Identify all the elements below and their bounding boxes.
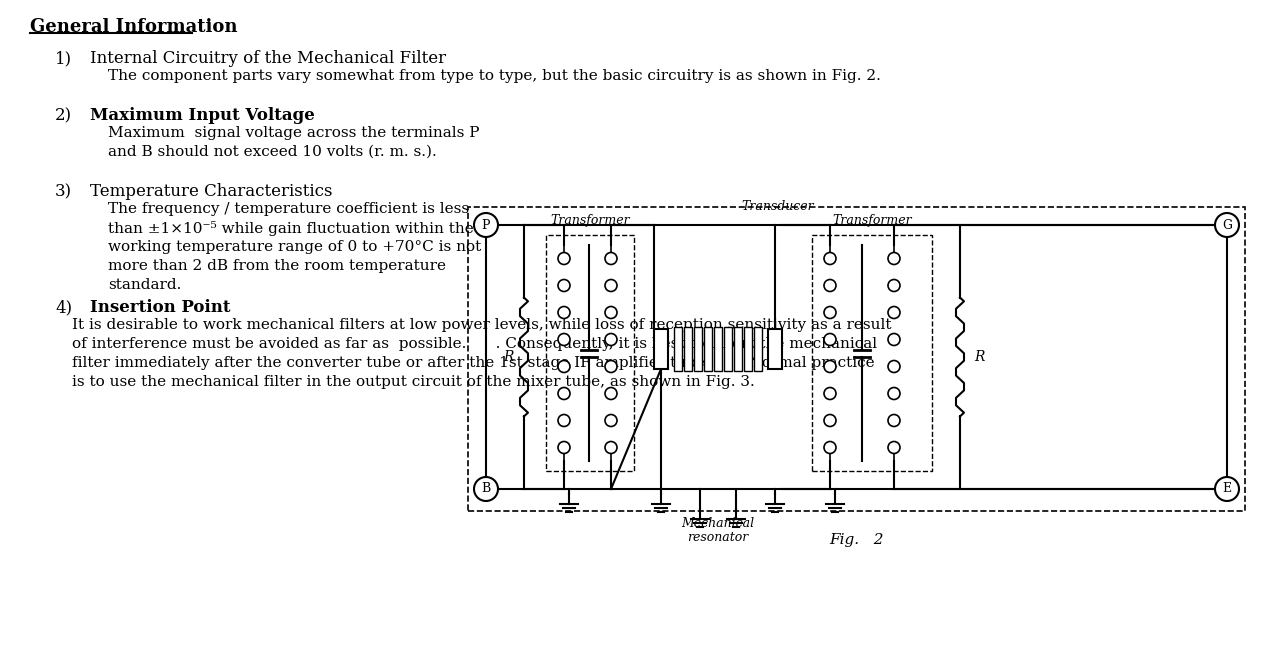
Bar — [724, 327, 732, 371]
Circle shape — [824, 442, 836, 454]
Bar — [812, 235, 932, 471]
Bar — [546, 235, 634, 471]
Circle shape — [605, 415, 617, 427]
Bar — [693, 327, 702, 371]
Text: E: E — [1223, 482, 1232, 496]
Circle shape — [888, 361, 900, 373]
Text: 1): 1) — [55, 50, 72, 67]
Text: Fig.   2: Fig. 2 — [829, 533, 884, 547]
Text: than ±1×10⁻⁵ while gain fluctuation within the: than ±1×10⁻⁵ while gain fluctuation with… — [108, 221, 474, 236]
Circle shape — [474, 477, 498, 501]
Text: of interference must be avoided as far as  possible.      . Consequently, it is : of interference must be avoided as far a… — [72, 337, 878, 351]
Circle shape — [558, 334, 570, 345]
Bar — [469, 207, 1245, 511]
Bar — [714, 327, 723, 371]
Circle shape — [558, 442, 570, 454]
Circle shape — [605, 306, 617, 318]
Circle shape — [824, 361, 836, 373]
Circle shape — [605, 442, 617, 454]
Circle shape — [824, 334, 836, 345]
Text: 3): 3) — [55, 183, 72, 200]
Text: working temperature range of 0 to +70°C is not: working temperature range of 0 to +70°C … — [108, 240, 481, 254]
Text: and B should not exceed 10 volts (r. m. s.).: and B should not exceed 10 volts (r. m. … — [108, 145, 437, 159]
Circle shape — [888, 415, 900, 427]
Circle shape — [888, 306, 900, 318]
Text: R: R — [503, 350, 513, 364]
Text: is to use the mechanical filter in the output circuit of the mixer tube, as show: is to use the mechanical filter in the o… — [72, 375, 754, 389]
Text: standard.: standard. — [108, 278, 182, 292]
Circle shape — [558, 387, 570, 399]
Bar — [674, 327, 682, 371]
Bar — [754, 327, 762, 371]
Text: filter immediately after the converter tube or after the 1st stage IF amplifier : filter immediately after the converter t… — [72, 356, 875, 370]
Text: G: G — [1222, 219, 1232, 231]
Circle shape — [888, 442, 900, 454]
Text: B: B — [481, 482, 490, 496]
Circle shape — [605, 361, 617, 373]
Circle shape — [888, 252, 900, 264]
Circle shape — [888, 334, 900, 345]
Circle shape — [558, 280, 570, 292]
Text: more than 2 dB from the room temperature: more than 2 dB from the room temperature — [108, 259, 446, 273]
Circle shape — [1215, 213, 1240, 237]
Text: P: P — [481, 219, 490, 231]
Circle shape — [824, 280, 836, 292]
Text: Mechanical: Mechanical — [682, 517, 754, 530]
Bar — [654, 329, 668, 369]
Text: Transformer: Transformer — [832, 214, 912, 227]
Bar — [734, 327, 742, 371]
Circle shape — [558, 306, 570, 318]
Text: It is desirable to work mechanical filters at low power levels, while loss of re: It is desirable to work mechanical filte… — [72, 318, 892, 332]
Circle shape — [824, 252, 836, 264]
Bar — [768, 329, 782, 369]
Circle shape — [605, 280, 617, 292]
Text: Internal Circuitry of the Mechanical Filter: Internal Circuitry of the Mechanical Fil… — [90, 50, 446, 67]
Circle shape — [605, 387, 617, 399]
Text: The frequency / temperature coefficient is less: The frequency / temperature coefficient … — [108, 202, 469, 216]
Bar — [744, 327, 752, 371]
Text: Maximum Input Voltage: Maximum Input Voltage — [90, 107, 315, 124]
Circle shape — [558, 415, 570, 427]
Text: General Information: General Information — [30, 18, 237, 36]
Text: 2): 2) — [55, 107, 72, 124]
Text: The component parts vary somewhat from type to type, but the basic circuitry is : The component parts vary somewhat from t… — [108, 69, 881, 83]
Text: Maximum  signal voltage across the terminals P: Maximum signal voltage across the termin… — [108, 126, 480, 140]
Circle shape — [824, 415, 836, 427]
Bar — [704, 327, 712, 371]
Circle shape — [558, 252, 570, 264]
Circle shape — [474, 213, 498, 237]
Text: 4): 4) — [55, 299, 72, 316]
Text: resonator: resonator — [687, 531, 748, 544]
Circle shape — [558, 361, 570, 373]
Circle shape — [605, 252, 617, 264]
Circle shape — [888, 387, 900, 399]
Text: Insertion Point: Insertion Point — [90, 299, 230, 316]
Circle shape — [824, 306, 836, 318]
Circle shape — [824, 387, 836, 399]
Text: Transducer: Transducer — [742, 200, 814, 213]
Text: Temperature Characteristics: Temperature Characteristics — [90, 183, 333, 200]
Text: R: R — [974, 350, 984, 364]
Bar — [685, 327, 692, 371]
Circle shape — [605, 334, 617, 345]
Text: Transformer: Transformer — [550, 214, 630, 227]
Circle shape — [888, 280, 900, 292]
Circle shape — [1215, 477, 1240, 501]
